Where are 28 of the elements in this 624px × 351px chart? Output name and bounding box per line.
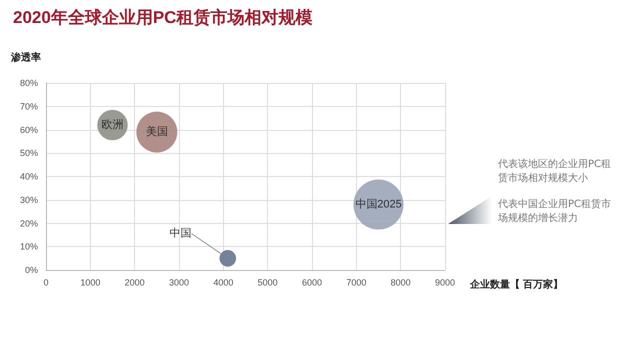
- x-tick-label: 3000: [168, 278, 190, 288]
- text: 中国: [169, 226, 192, 240]
- series-label: 中国2025: [355, 198, 402, 211]
- y-tick-label: 30%: [20, 194, 38, 205]
- x-tick-label: 6000: [302, 278, 322, 288]
- series-label: 美国: [146, 125, 168, 138]
- y-axis-title: 渗透率: [10, 52, 41, 64]
- y-tick-label: 50%: [20, 148, 38, 158]
- chart-title: 2020年全球企业用PC租赁市场相对规模: [13, 8, 312, 27]
- x-tick-label: 8000: [390, 278, 411, 288]
- series-label: 欧洲: [102, 118, 124, 132]
- text: 代表该地区的企业用PC租赁市场相对规模大小: [498, 158, 612, 186]
- x-tick-label: 4000: [213, 278, 234, 288]
- y-tick-label: 0%: [24, 265, 38, 275]
- x-tick-label: 2000: [124, 278, 145, 288]
- y-tick-label: 60%: [20, 124, 38, 135]
- y-tick-label: 20%: [20, 218, 38, 228]
- text: 代表中国企业用PC租赁市场规模的增长潜力: [498, 198, 612, 226]
- x-tick-label: 5000: [258, 278, 278, 288]
- y-tick-label: 10%: [20, 242, 38, 252]
- y-tick-label: 40%: [20, 172, 38, 182]
- y-tick-label: 70%: [20, 101, 38, 112]
- x-tick-label: 0: [43, 278, 49, 288]
- x-tick-label: 7000: [346, 278, 366, 288]
- x-tick-label: 1000: [80, 278, 100, 288]
- x-axis-title: 企业数量【 百万家】: [469, 278, 563, 290]
- x-tick-label: 9000: [434, 278, 456, 288]
- y-tick-label: 80%: [20, 78, 38, 88]
